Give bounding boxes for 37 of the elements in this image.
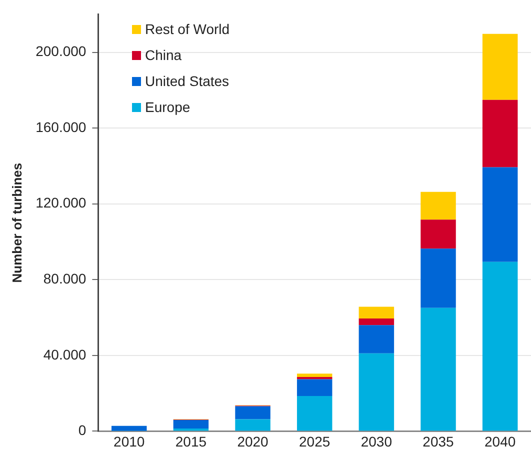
x-tick-label: 2010 [114,433,145,450]
bar [296,379,332,396]
bar [482,100,518,168]
bar [482,34,518,100]
bar [482,167,518,262]
bar [358,318,394,326]
x-tick-label: 2030 [360,433,392,450]
x-tick-label: 2040 [484,433,516,450]
bar [420,308,456,431]
x-tick-label: 2025 [299,433,330,450]
bar [296,396,332,431]
bar [112,426,147,431]
x-tick-label: 2020 [237,433,269,450]
legend-label: Rest of World [145,20,230,39]
y-tick-label: 120.000 [36,194,86,211]
x-tick-label: 2015 [175,433,207,450]
y-tick-label: 0 [78,422,86,438]
bar [358,306,394,318]
bar [358,353,394,431]
bar [235,419,270,431]
x-tick-label: 2035 [422,433,454,450]
bar [420,192,456,220]
legend-label: Europe [145,98,190,117]
y-tick-label: 160.000 [36,118,86,135]
bar [296,374,332,378]
bar [420,248,456,308]
y-tick-label: 80.000 [43,270,86,286]
legend-label: China [145,46,182,65]
legend-label: United States [145,72,230,91]
y-axis-title: Number of turbines [9,162,24,283]
bar [482,262,518,431]
bar [420,220,456,249]
y-tick-label: 200.000 [36,43,86,60]
bar [358,325,394,354]
y-tick-label: 40.000 [43,346,86,362]
bar [235,406,270,420]
bar [173,420,209,429]
